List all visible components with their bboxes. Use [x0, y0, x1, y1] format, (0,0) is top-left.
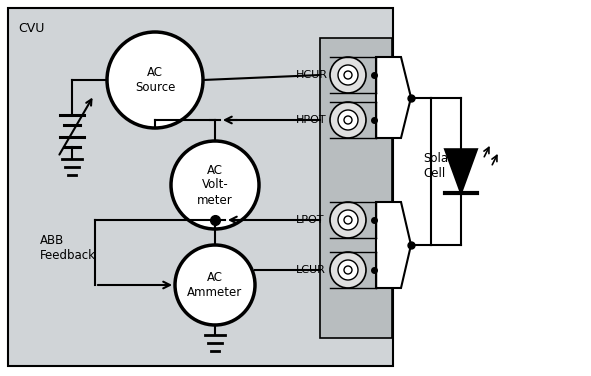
Circle shape: [344, 116, 352, 124]
Text: ABB
Feedback: ABB Feedback: [40, 234, 96, 262]
Circle shape: [175, 245, 255, 325]
Circle shape: [344, 266, 352, 274]
Bar: [8, 8, 393, 366]
Text: AC
Volt-
meter: AC Volt- meter: [197, 164, 233, 206]
Circle shape: [344, 216, 352, 224]
Text: AC
Ammeter: AC Ammeter: [187, 271, 243, 299]
Polygon shape: [376, 202, 411, 288]
Polygon shape: [376, 57, 411, 138]
Text: AC
Source: AC Source: [135, 66, 175, 94]
Text: HPOT: HPOT: [296, 115, 327, 125]
Circle shape: [107, 32, 203, 128]
Text: CVU: CVU: [18, 22, 44, 35]
Circle shape: [171, 141, 259, 229]
Circle shape: [330, 102, 366, 138]
Circle shape: [338, 260, 358, 280]
Text: LCUR: LCUR: [296, 265, 326, 275]
Circle shape: [338, 65, 358, 85]
Circle shape: [330, 57, 366, 93]
Text: LPOT: LPOT: [296, 215, 324, 225]
Circle shape: [330, 252, 366, 288]
Circle shape: [338, 210, 358, 230]
Circle shape: [344, 71, 352, 79]
Circle shape: [330, 202, 366, 238]
Bar: [320, 38, 392, 338]
Text: Solar
Cell: Solar Cell: [423, 152, 453, 180]
Circle shape: [338, 110, 358, 130]
Text: HCUR: HCUR: [296, 70, 328, 80]
Polygon shape: [445, 149, 477, 193]
